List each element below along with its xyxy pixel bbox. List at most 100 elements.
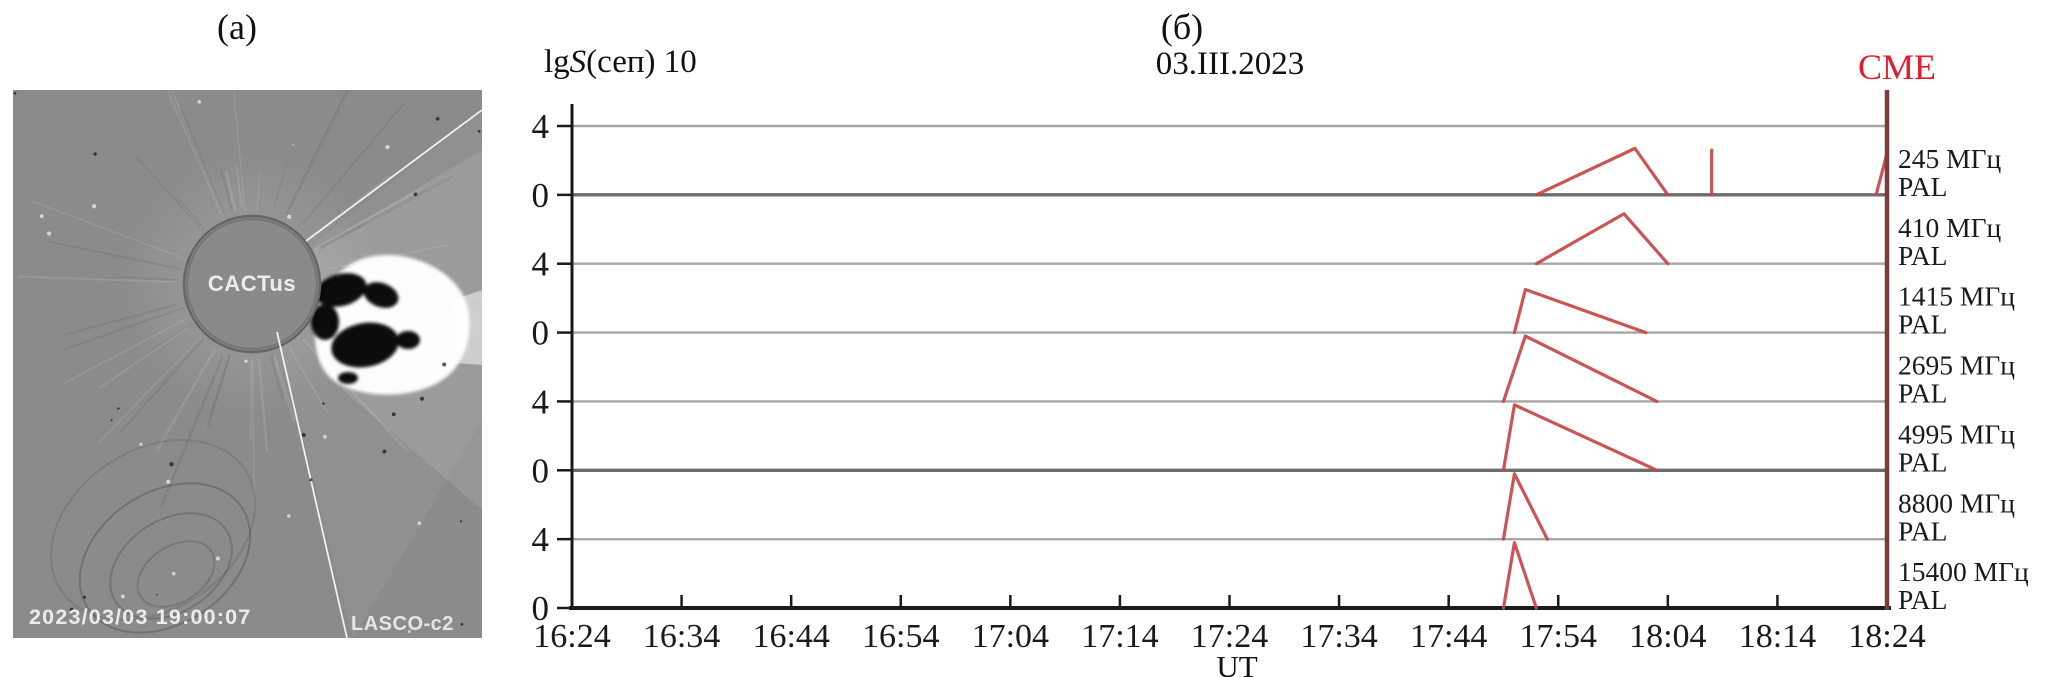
x-tick-label: 18:04 [1629, 618, 1706, 655]
coronal-streak [93, 276, 177, 282]
panel-b-date: 03.III.2023 [1155, 46, 1305, 82]
y-axis-title-suffix: (сеп) 10 [586, 44, 697, 80]
noise-dots [13, 91, 481, 633]
coronal-streak [176, 196, 203, 226]
coronal-streak [272, 355, 296, 422]
coronal-streak [136, 156, 205, 232]
y-tick-label: 4 [532, 382, 550, 421]
coronal-streak [269, 355, 284, 400]
noise-dot [309, 478, 313, 482]
noise-dot [139, 442, 143, 446]
noise-dot [287, 214, 292, 219]
x-tick-label: 17:44 [1410, 618, 1487, 655]
coronal-streak [235, 165, 244, 208]
y-tick-label: 4 [532, 245, 550, 284]
coronal-streak [46, 240, 182, 271]
y-axis-title-prefix: lg [544, 44, 570, 80]
coronal-streak [319, 175, 454, 249]
noise-dot [110, 419, 113, 422]
noise-dot [442, 362, 447, 367]
radio-burst-curve [1512, 287, 1648, 335]
coronagraph-timestamp: 2023/03/03 19:00:07 [29, 605, 251, 629]
coronal-streak [115, 275, 179, 281]
coronal-streak [170, 90, 226, 218]
frequency-label: 2695 МГц [1898, 350, 2015, 381]
coronal-streak [318, 222, 366, 250]
noise-dot [156, 593, 159, 596]
coronal-streak [252, 359, 256, 511]
coronal-streak [232, 90, 246, 212]
radio-burst-curve [1534, 212, 1670, 266]
noise-dot [171, 571, 176, 576]
x-tick-label: 18:24 [1848, 618, 1925, 655]
x-tick-label: 16:54 [862, 618, 939, 655]
frequency-label: 4995 МГц [1898, 418, 2015, 449]
station-label: PAL [1898, 378, 1947, 409]
occulting-disk-rim [186, 218, 318, 350]
coronal-streak [256, 170, 261, 213]
y-axis-title: lgS(сеп) 10 [544, 44, 697, 81]
x-tick-label: 17:14 [1081, 618, 1158, 655]
noise-dot [169, 462, 174, 467]
panel-b-label: (б) [1160, 7, 1204, 47]
noise-dot [117, 407, 120, 410]
coronal-streak [288, 346, 329, 413]
noise-dot [435, 117, 440, 121]
coronal-streak [64, 306, 185, 351]
coronal-streak [63, 303, 179, 336]
instrument-label: LASCO-c2 [351, 613, 454, 635]
coronal-streak [206, 353, 232, 428]
coronal-streak [180, 110, 225, 215]
y-tick-label: 0 [532, 451, 550, 490]
noise-dot [39, 214, 44, 219]
station-label: PAL [1898, 240, 1947, 271]
cme-dark-core [311, 273, 420, 384]
y-tick-label: 0 [532, 176, 550, 215]
noise-dot [417, 521, 422, 526]
coronal-streak [119, 337, 205, 434]
occulting-disk [182, 214, 322, 354]
noise-dot [477, 129, 481, 133]
y-tick-label: 0 [532, 589, 550, 628]
coronal-streak [149, 322, 194, 353]
radio-burst-curve [1501, 540, 1538, 610]
station-label: PAL [1898, 171, 1947, 202]
x-tick-label: 17:04 [972, 618, 1049, 655]
coronal-streak [224, 170, 237, 213]
frequency-label: 8800 МГц [1898, 487, 2015, 518]
radio-burst-curve [1501, 403, 1659, 472]
coronal-streak [257, 358, 269, 452]
y-tick-label: 4 [532, 107, 550, 146]
noise-dot [166, 479, 171, 484]
station-label: PAL [1898, 515, 1947, 546]
noise-dot [391, 412, 396, 417]
coronal-streak [166, 90, 223, 216]
station-label: PAL [1898, 309, 1947, 340]
station-label: PAL [1898, 446, 1947, 477]
noise-dot [244, 359, 248, 363]
station-label: PAL [1898, 584, 1947, 615]
x-tick-label: 18:14 [1739, 618, 1816, 655]
noise-dot [287, 514, 291, 518]
noise-dot [413, 192, 418, 197]
x-tick-label: 16:44 [752, 618, 829, 655]
noise-dot [46, 231, 52, 236]
y-tick-label: 4 [532, 520, 550, 559]
noise-dot [385, 144, 390, 150]
coronal-streak [272, 162, 288, 211]
coronal-streak [98, 326, 189, 389]
noise-dot [323, 434, 327, 439]
coronal-streak [301, 102, 405, 225]
noise-dot [322, 402, 325, 405]
noise-dot [69, 607, 74, 612]
coronal-streak [159, 355, 224, 508]
panel-a-label: (a) [217, 7, 257, 47]
noise-dot [292, 144, 295, 146]
coronal-streak [249, 358, 253, 442]
noise-dot [93, 152, 97, 156]
coronal-streak [284, 90, 350, 216]
frequency-label: 1415 МГц [1898, 281, 2015, 312]
x-axis-title: UT [1216, 649, 1258, 677]
